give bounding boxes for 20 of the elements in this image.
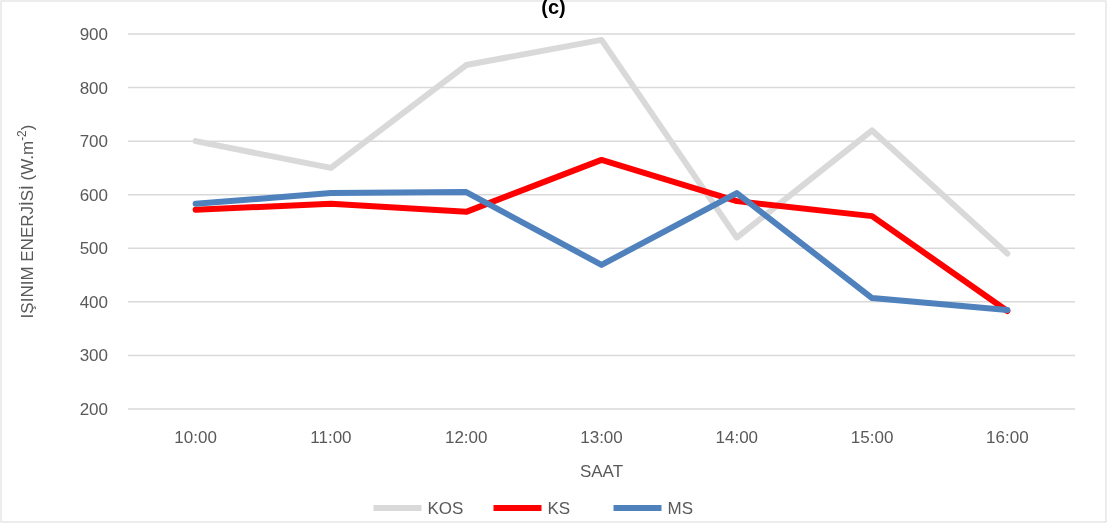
- x-tick-label: 15:00: [850, 428, 894, 447]
- legend-label: MS: [667, 498, 693, 518]
- x-tick-label: 14:00: [715, 428, 759, 447]
- y-tick-label: 300: [79, 346, 108, 366]
- legend-label: KS: [547, 498, 571, 518]
- y-tick-label: 900: [79, 24, 108, 44]
- x-tick-label: 12:00: [444, 428, 488, 447]
- legend-label: KOS: [427, 498, 464, 518]
- chart-title: (c): [541, 0, 566, 18]
- y-tick-label: 400: [79, 292, 108, 312]
- y-tick-label: 700: [79, 132, 108, 152]
- x-axis-title: SAAT: [579, 462, 624, 481]
- x-tick-label: 10:00: [174, 428, 217, 447]
- x-tick-label: 13:00: [580, 428, 623, 447]
- y-tick-label: 200: [79, 399, 108, 419]
- x-tick-label: 16:00: [986, 428, 1029, 447]
- y-tick-label: 600: [79, 185, 108, 205]
- x-tick-label: 11:00: [310, 428, 352, 447]
- y-tick-label: 500: [79, 239, 108, 259]
- y-tick-label: 800: [79, 78, 108, 98]
